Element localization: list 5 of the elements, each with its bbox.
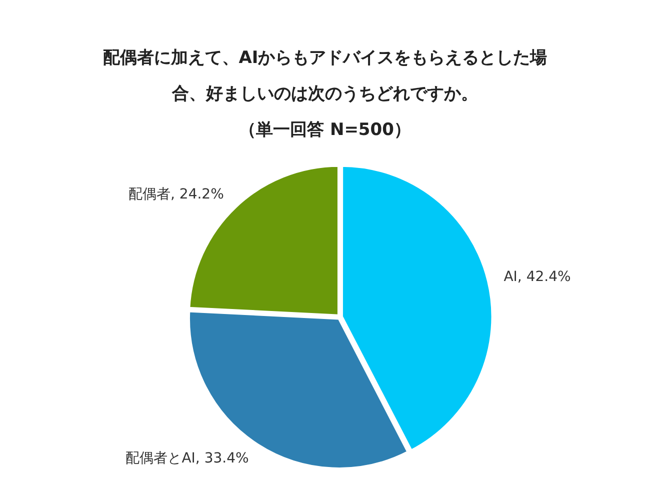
slice-label: 配偶者, 24.2% <box>128 186 224 203</box>
slice-label: 配偶者とAI, 33.4% <box>126 450 249 466</box>
chart-subtitle: （単一回答 N=500） <box>238 119 412 141</box>
slice-label: AI, 42.4% <box>504 268 571 285</box>
chart-title: 配偶者に加えて、AIからもアドバイスをもらえるとした場合、好ましいのは次のうちどれですか。 <box>102 47 548 106</box>
